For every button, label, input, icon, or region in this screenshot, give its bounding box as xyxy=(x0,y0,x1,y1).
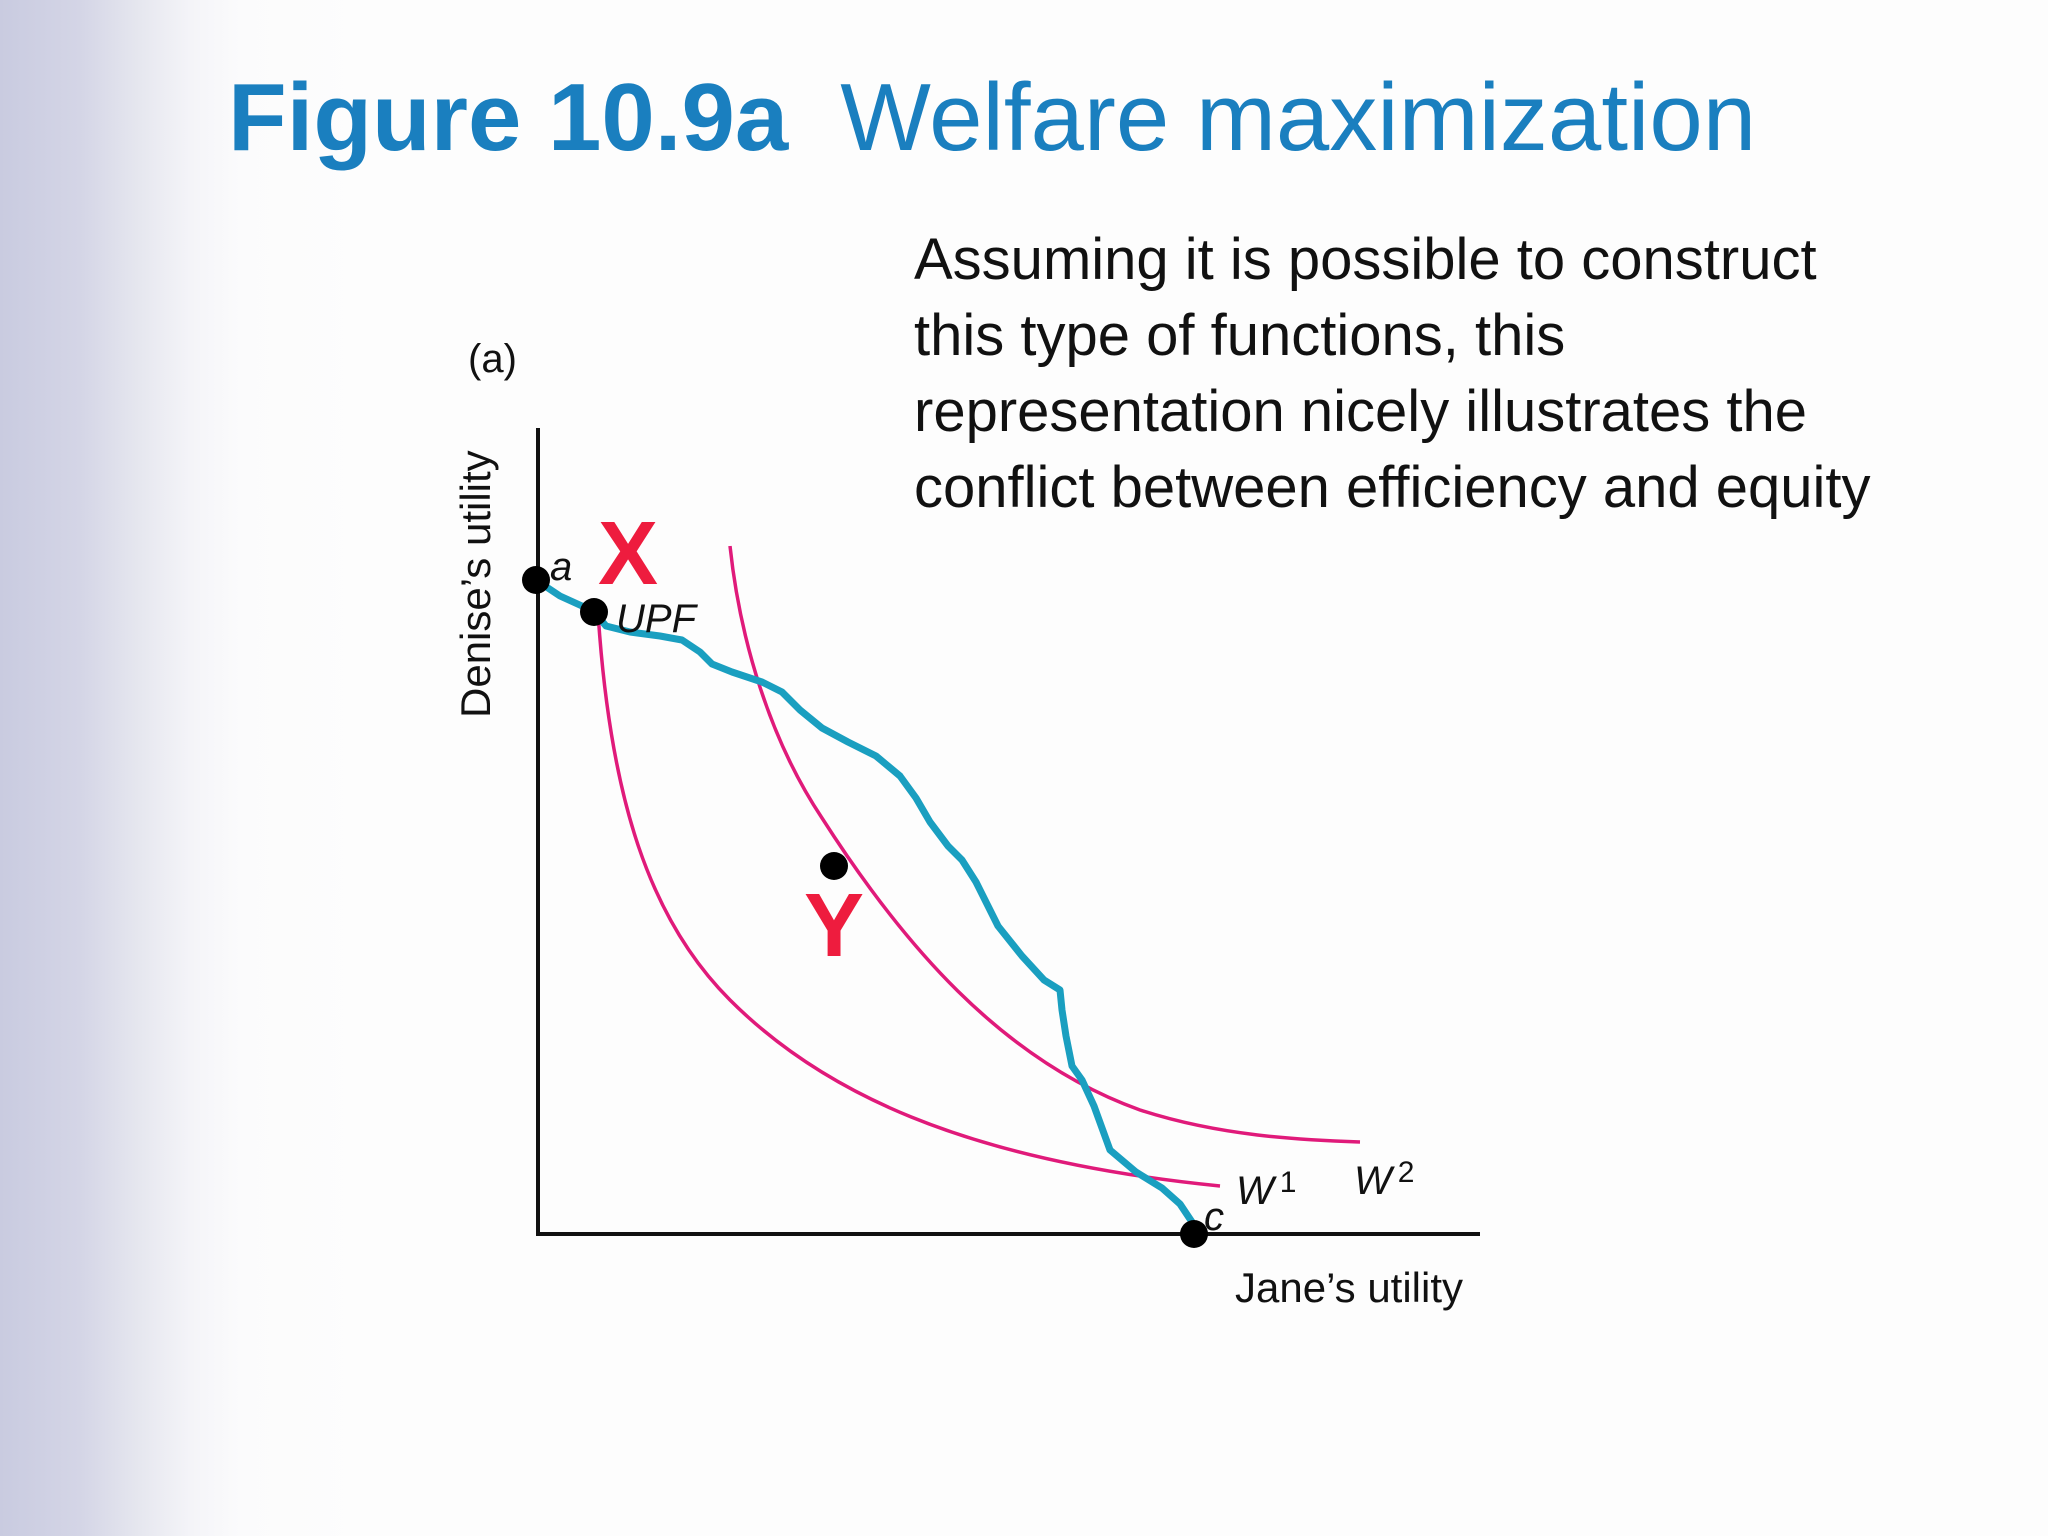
caption-line: representation nicely illustrates the xyxy=(914,379,1808,444)
label-a: a xyxy=(550,545,572,589)
label-w2-sup: 2 xyxy=(1398,1156,1415,1189)
label-upf: UPF xyxy=(616,597,699,641)
point-c xyxy=(1180,1220,1208,1248)
point-upf xyxy=(580,598,608,626)
welfare-curve-w1 xyxy=(596,611,1221,1188)
caption: Assuming it is possible to construct thi… xyxy=(914,222,2014,526)
x-axis-label: Jane’s utility xyxy=(1235,1264,1463,1311)
caption-line: this type of functions, this xyxy=(914,303,1566,368)
caption-line: conflict between efficiency and equity xyxy=(914,455,1871,520)
label-w2-text: W xyxy=(1354,1159,1395,1203)
label-c: c xyxy=(1204,1195,1224,1239)
marker-y: Y xyxy=(804,876,864,976)
welfare-curve-w2 xyxy=(728,545,1361,1144)
point-a xyxy=(522,566,550,594)
figure-number: Figure 10.9a xyxy=(228,64,789,171)
slide-title: Figure 10.9a Welfare maximization xyxy=(228,58,1756,178)
upf-curve xyxy=(532,576,1200,1238)
y-axis-label: Denise’s utility xyxy=(452,450,499,718)
label-w1-sup: 1 xyxy=(1280,1166,1297,1199)
point-y xyxy=(820,852,848,880)
marker-x: X xyxy=(598,504,658,604)
figure-title: Welfare maximization xyxy=(840,64,1757,171)
caption-line: Assuming it is possible to construct xyxy=(914,227,1817,292)
label-w1-text: W xyxy=(1236,1169,1277,1213)
panel-label: (a) xyxy=(468,337,517,381)
